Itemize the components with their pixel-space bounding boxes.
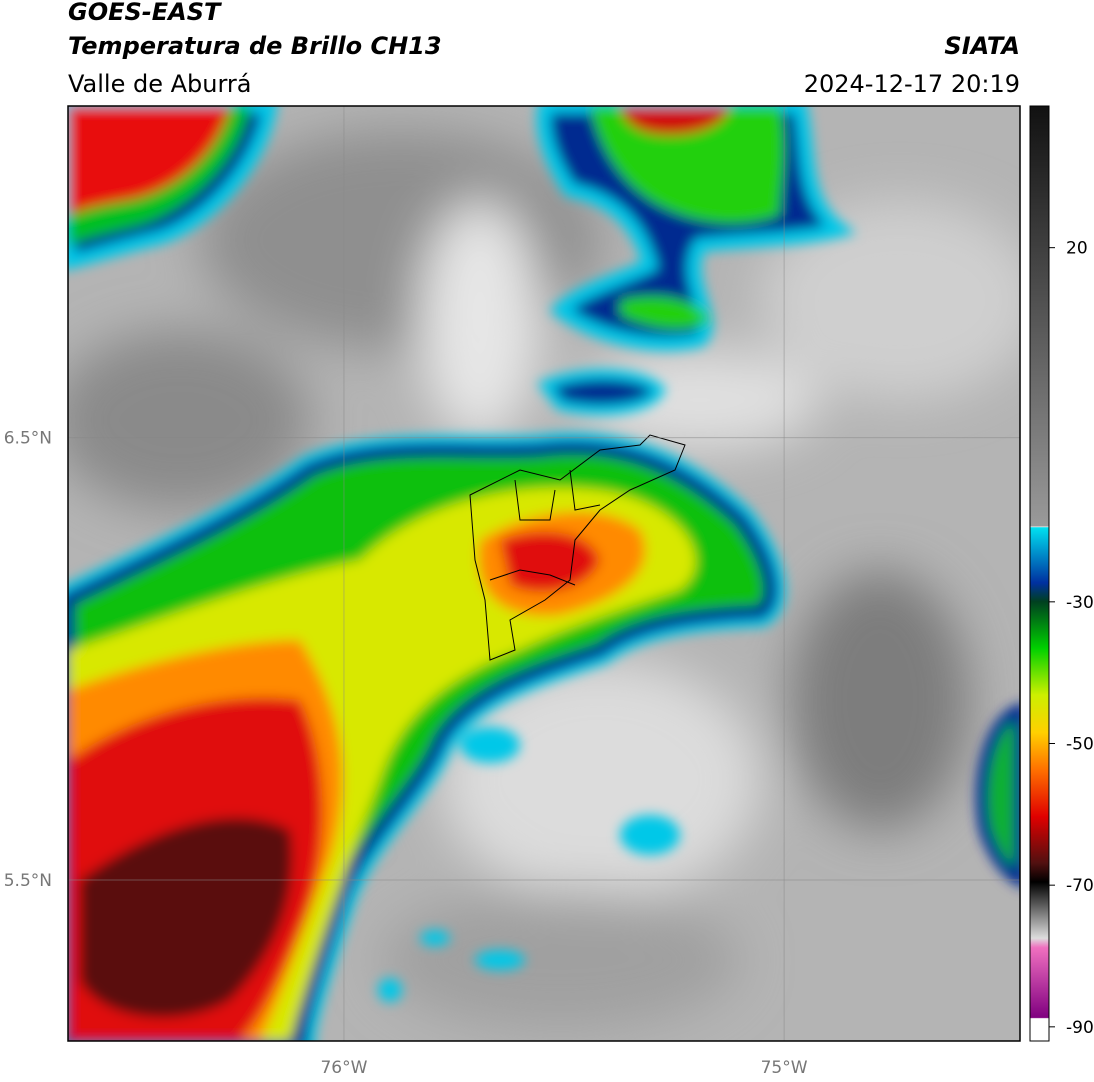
satellite-image [68, 106, 1020, 1041]
title: GOES-EAST [68, 0, 222, 26]
y-tick-label: 6.5°N [4, 429, 52, 449]
colorbar-tick-label: -90 [1066, 1018, 1094, 1038]
subtitle: Temperatura de Brillo CH13 [68, 32, 442, 60]
colorbar-tick-label: 20 [1066, 239, 1088, 259]
y-tick-label: 5.5°N [4, 871, 52, 891]
colorbar-tick-label: -70 [1066, 876, 1094, 896]
graticule [68, 106, 1020, 1041]
datetime: 2024-12-17 20:19 [804, 70, 1020, 98]
colorbar [1029, 105, 1050, 1042]
map-frame [67, 105, 1021, 1042]
x-tick-label: 75°W [761, 1058, 808, 1078]
colorbar-tick-label: -50 [1066, 735, 1094, 755]
region: Valle de Aburrá [68, 70, 252, 98]
source: SIATA [944, 32, 1020, 60]
colorbar-tick-label: -30 [1066, 593, 1094, 613]
x-tick-label: 76°W [320, 1058, 367, 1078]
